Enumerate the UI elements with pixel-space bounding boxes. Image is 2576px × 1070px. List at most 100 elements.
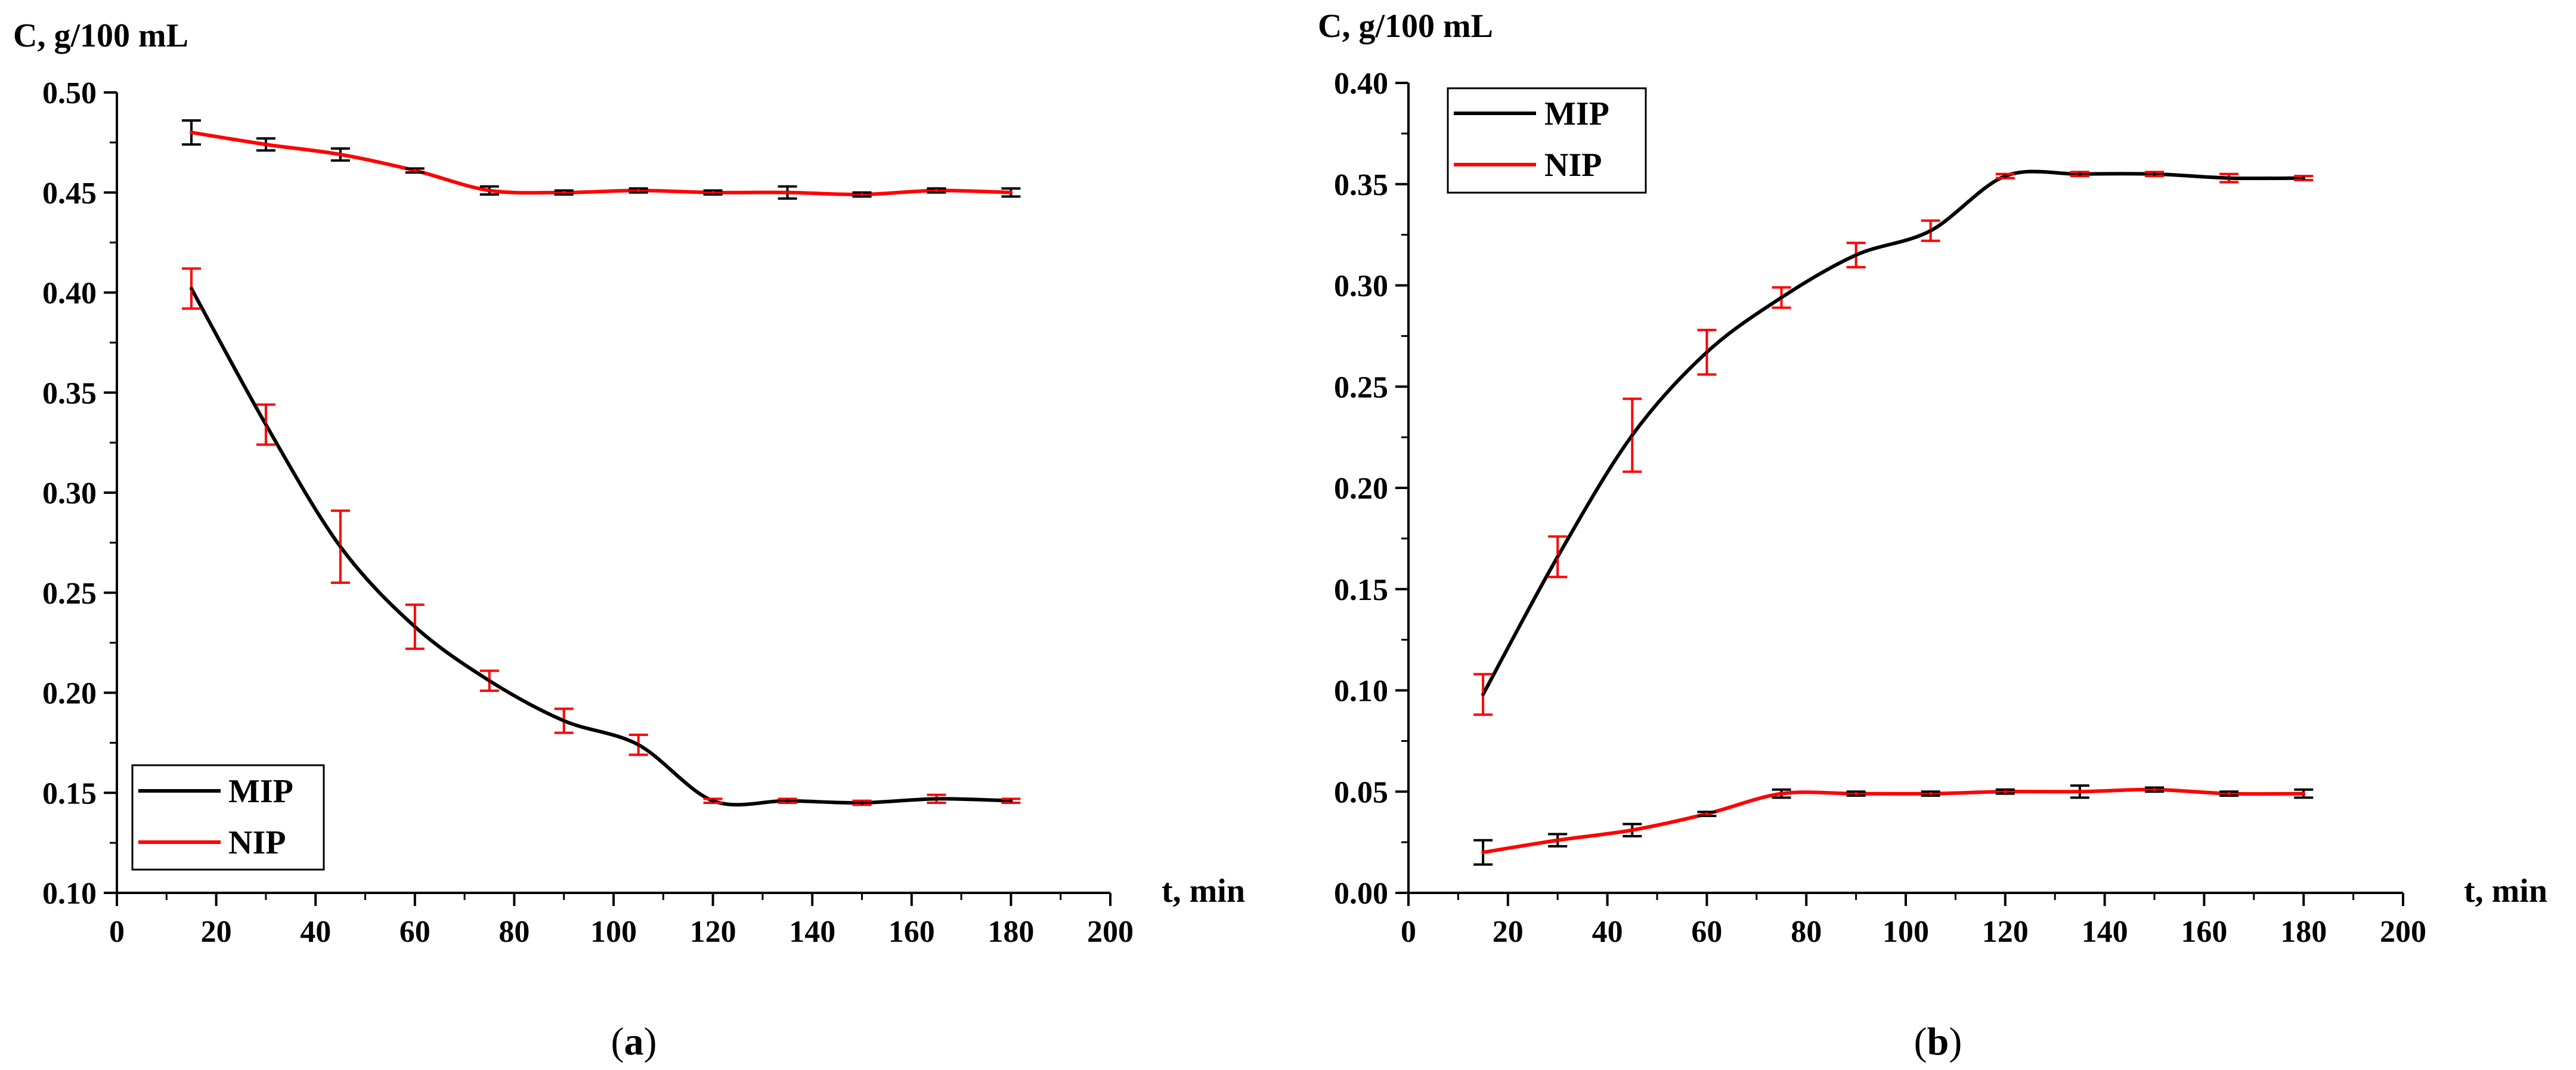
errorbar-mip <box>330 509 350 584</box>
y-tick-label: 0.45 <box>42 177 97 211</box>
data-point-mip <box>636 743 640 747</box>
data-point-mip <box>2077 172 2082 176</box>
x-tick-label: 40 <box>1592 915 1623 949</box>
x-tick-label: 200 <box>1087 915 1134 949</box>
errorbar-nip <box>1995 788 2015 795</box>
data-point-nip <box>1630 828 1634 832</box>
errorbar-mip <box>2070 171 2089 178</box>
data-point-mip <box>189 286 193 290</box>
series-line-nip <box>1482 787 2304 855</box>
legend-nip-label: NIP <box>228 824 286 861</box>
y-tick-label: 0.50 <box>42 76 97 110</box>
data-point-mip <box>785 799 789 803</box>
x-tick-label: 0 <box>109 915 125 949</box>
series-line-mip <box>1481 169 2304 695</box>
errorbar-nip <box>1846 790 1866 797</box>
legend-box <box>1447 87 1647 194</box>
data-point-mip <box>2003 174 2007 178</box>
data-point-nip <box>1779 791 1784 796</box>
errorbar-mip <box>778 797 797 805</box>
y-tick-label: 0.15 <box>42 777 97 811</box>
data-point-nip <box>264 143 268 147</box>
errorbar-nip <box>778 185 797 200</box>
y-tick-label: 0.15 <box>1334 573 1388 607</box>
y-tick-label: 0.35 <box>42 376 97 410</box>
errorbar-mip <box>1772 286 1791 309</box>
x-tick-label: 180 <box>987 915 1034 949</box>
errorbar-nip <box>1001 187 1021 198</box>
y-tick-label: 0.40 <box>42 277 97 311</box>
x-tick-label: 160 <box>888 915 935 949</box>
errorbar-mip <box>2294 175 2314 181</box>
y-tick-label: 0.25 <box>1334 370 1388 404</box>
x-tick-label: 60 <box>400 915 431 949</box>
data-point-nip <box>2003 790 2007 794</box>
errorbar-nip <box>1623 822 1642 837</box>
errorbar-mip <box>1473 673 1493 716</box>
errorbar-mip <box>927 793 946 805</box>
x-tick-label: 80 <box>1791 915 1822 949</box>
data-point-mip <box>1556 555 1560 559</box>
series-line-mip <box>190 287 1011 807</box>
panel-caption-b-letter: b <box>1927 1020 1949 1063</box>
x-tick-label: 20 <box>1493 915 1524 949</box>
data-point-nip <box>487 188 491 193</box>
legend-mip-label: MIP <box>1544 95 1609 132</box>
data-point-mip <box>934 797 939 801</box>
legend: MIP NIP <box>1447 87 1647 194</box>
data-point-nip <box>934 188 939 193</box>
data-point-mip <box>2227 176 2231 180</box>
errorbar-mip <box>703 797 723 805</box>
data-point-mip <box>1705 350 1709 354</box>
y-tick-label: 0.05 <box>1334 775 1388 809</box>
x-axis-title: t, min <box>1162 873 1245 910</box>
y-tick-label: 0.20 <box>42 677 97 711</box>
errorbar-mip <box>1921 219 1940 242</box>
x-tick-label: 40 <box>300 915 331 949</box>
data-point-nip <box>562 190 566 194</box>
data-point-mip <box>1009 799 1013 803</box>
data-point-nip <box>1705 812 1709 816</box>
errorbar-mip <box>1697 329 1717 376</box>
chart-panel-b: C, g/100 mL t, min 0 20 40 60 80 100 120 140 160… <box>1318 8 2547 1063</box>
data-point-nip <box>1481 851 1485 855</box>
data-point-nip <box>189 131 193 135</box>
y-tick-label: 0.30 <box>42 477 97 511</box>
errorbar-nip <box>1772 788 1791 799</box>
y-tick-label: 0.25 <box>42 577 97 611</box>
data-point-mip <box>1779 295 1784 299</box>
x-axis-title: t, min <box>2464 873 2547 910</box>
data-point-mip <box>413 624 417 629</box>
y-axis-title: C, g/100 mL <box>13 17 188 54</box>
errorbar-nip <box>927 187 946 194</box>
data-point-mip <box>1928 228 1933 233</box>
errorbar-mip <box>405 603 425 650</box>
errorbar-nip <box>181 119 201 146</box>
series-layer <box>181 119 1021 807</box>
errorbar-nip <box>554 189 574 196</box>
errorbar-nip <box>1473 839 1493 866</box>
data-point-nip <box>1009 190 1013 194</box>
errorbar-nip <box>330 147 350 162</box>
data-point-nip <box>711 190 715 194</box>
x-tick-label: 160 <box>2181 915 2227 949</box>
data-point-mip <box>2302 176 2306 180</box>
errorbar-nip <box>1921 790 1940 797</box>
errorbar-mip <box>628 733 648 756</box>
data-point-mip <box>338 545 342 549</box>
x-tick-label: 140 <box>2082 915 2128 949</box>
errorbar-mip <box>2145 171 2164 178</box>
axes: 0 20 40 60 80 100 120 140 160 180 200 0.10 0.15 0.20 0… <box>42 76 1134 949</box>
errorbar-mip <box>256 403 275 446</box>
x-tick-label: 120 <box>1982 915 2029 949</box>
errorbar-nip <box>2219 790 2239 797</box>
series-layer <box>1473 169 2314 866</box>
x-tick-label: 200 <box>2380 915 2426 949</box>
errorbar-nip <box>2145 786 2164 793</box>
errorbar-nip <box>1697 811 1717 817</box>
errorbar-mip <box>852 799 872 806</box>
data-point-mip <box>1854 253 1858 257</box>
data-point-nip <box>2153 787 2156 791</box>
data-point-mip <box>264 422 268 426</box>
